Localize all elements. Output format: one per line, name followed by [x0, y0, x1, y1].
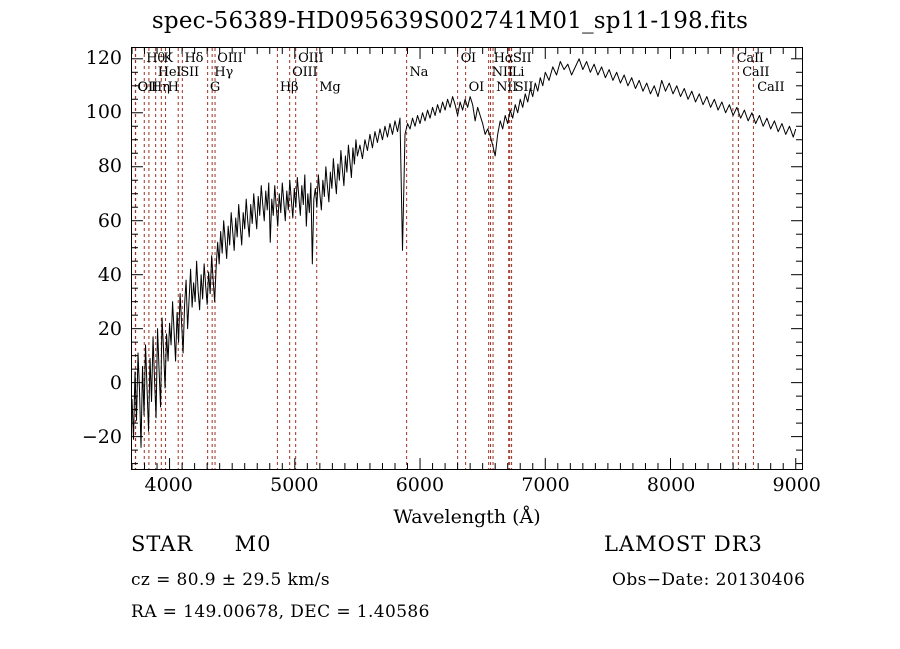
spectral-line-label: OIII — [217, 51, 243, 66]
x-tick-label: 9000 — [772, 474, 821, 496]
spectrum-plot — [132, 48, 802, 469]
y-tick-label: 0 — [109, 372, 122, 395]
spectral-line-label: K — [163, 51, 173, 66]
y-tick-label: 60 — [97, 209, 122, 232]
x-tick-label: 8000 — [646, 474, 696, 496]
footer-object-line: STAR M0 — [131, 532, 271, 556]
spectral-line-label: Hη — [150, 80, 170, 95]
y-tick-label: 40 — [97, 263, 122, 286]
spectral-line-label: Hβ — [279, 80, 299, 95]
spectral-line-label: OII — [137, 80, 158, 95]
x-axis-label: Wavelength (Å) — [393, 506, 541, 528]
spectral-line-label: OIII — [292, 65, 318, 80]
spectral-line-label: NII — [496, 80, 518, 95]
spectral-line-label: CaII — [742, 65, 770, 80]
x-tick-label: 7000 — [521, 474, 570, 496]
spectral-line-label: HeI — [157, 65, 182, 80]
footer-survey: LAMOST DR3 — [604, 532, 763, 556]
spectral-line-label: OIII — [298, 51, 324, 66]
spectral-line-label: G — [209, 80, 221, 95]
spectral-line-label: CaII — [757, 80, 785, 95]
spectral-line-label: H — [167, 80, 179, 95]
spectral-line-label: Mg — [319, 80, 341, 95]
spectral-line-label: Na — [409, 65, 429, 80]
y-tick-label: 120 — [85, 46, 122, 69]
page-title: spec-56389-HD095639S002741M01_sp11-198.f… — [151, 8, 749, 34]
spectral-line-label: Hα — [493, 51, 514, 66]
y-tick-label: 80 — [97, 155, 122, 178]
spectral-class: M0 — [234, 532, 272, 556]
x-tick-label: 6000 — [395, 474, 445, 496]
footer-coords: RA = 149.00678, DEC = 1.40586 — [131, 602, 430, 622]
x-tick-label: 4000 — [144, 474, 193, 496]
spectral-line-label: Hγ — [214, 65, 234, 80]
y-tick-label: 100 — [85, 101, 122, 124]
spectral-line-label: OII — [137, 80, 159, 95]
object-type: STAR — [131, 532, 194, 556]
spectral-line-label: SII — [514, 80, 534, 95]
footer-obs-date: Obs−Date: 20130406 — [612, 570, 806, 590]
spectral-line-label: SII — [512, 51, 532, 66]
spectral-line-label: Li — [511, 65, 525, 80]
y-tick-label: −20 — [81, 426, 122, 449]
spectral-line-label: CaII — [736, 51, 764, 66]
spectral-line-label: OI — [460, 51, 477, 66]
footer-cz: cz = 80.9 ± 29.5 km/s — [131, 570, 330, 590]
spectral-line-label: NII — [491, 65, 513, 80]
y-tick-label: 20 — [97, 318, 122, 340]
spectral-line-label: SII — [180, 65, 199, 80]
spectral-line-label: OI — [468, 80, 485, 95]
plot-area: Hθ OII OII Hη HeI K H SII Hδ G Hγ OIII Hβ OIII OIII Mg N… — [131, 47, 803, 470]
x-tick-label: 5000 — [270, 474, 319, 496]
spectral-line-label: Hθ — [146, 51, 166, 66]
spectral-line-label: Hδ — [184, 51, 204, 66]
